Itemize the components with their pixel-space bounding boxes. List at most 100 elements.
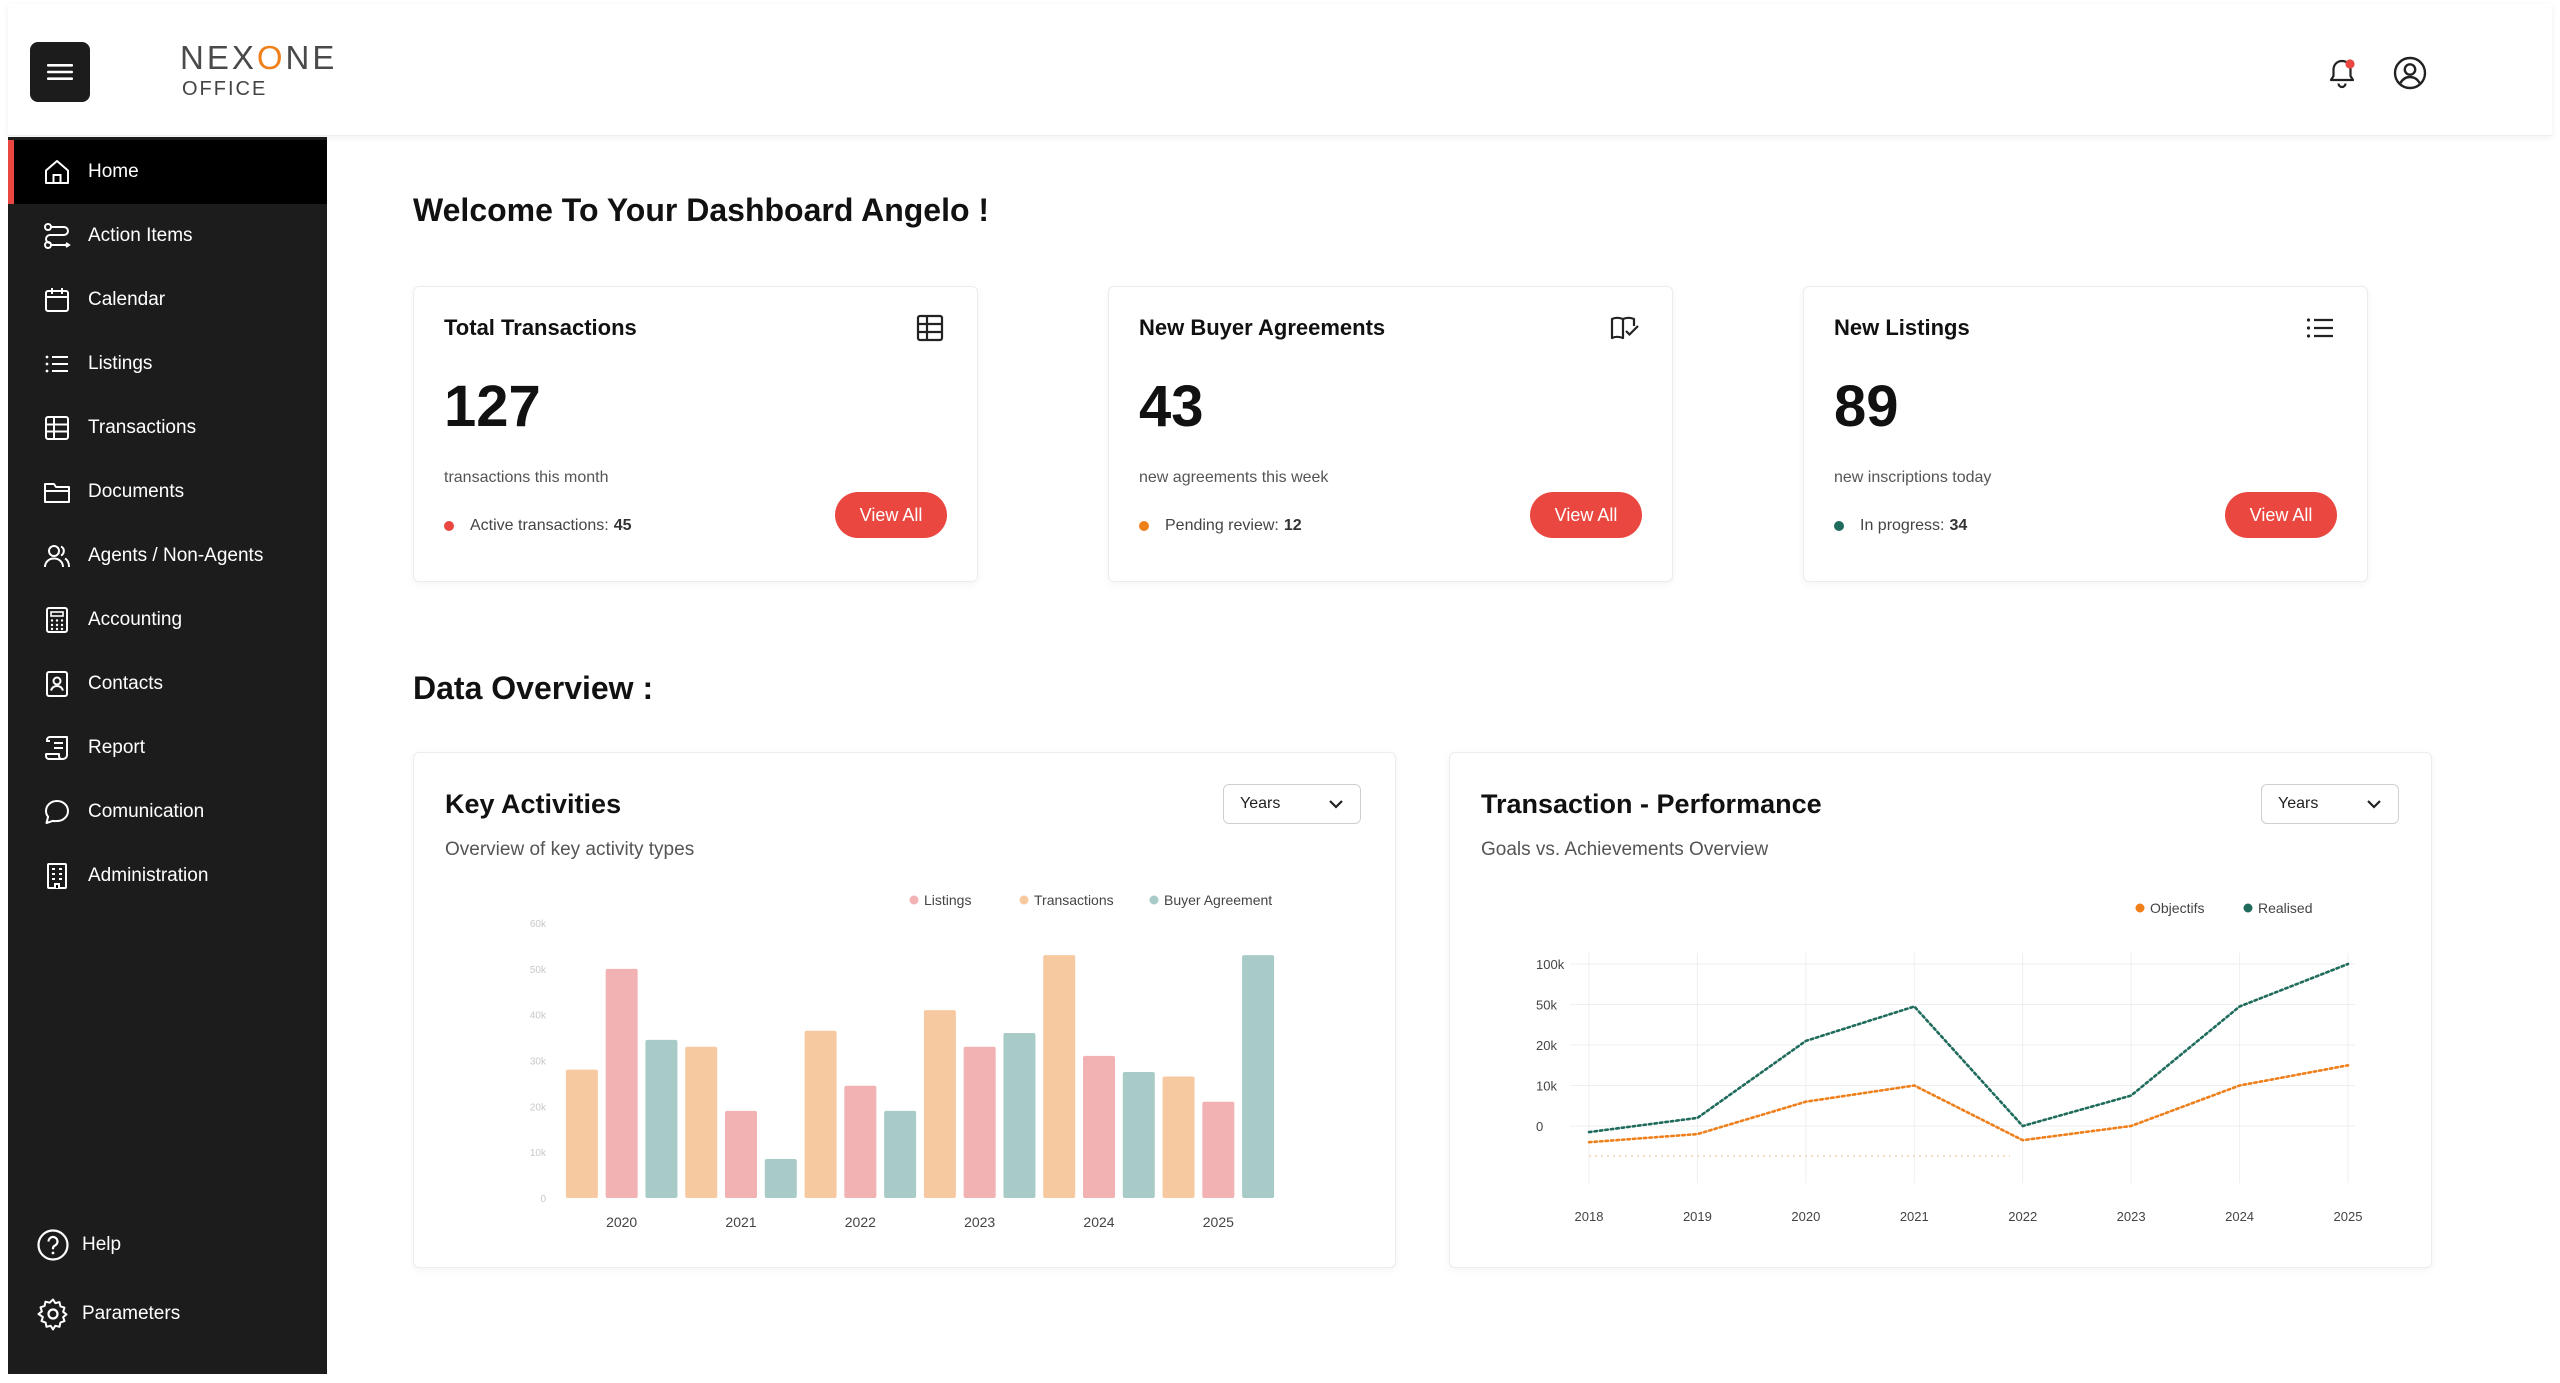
bar-transactions-2025: [1162, 1076, 1195, 1198]
view-all-agreements-button[interactable]: View All: [1530, 492, 1642, 538]
help-label: Help: [82, 1234, 122, 1255]
bar-buyer-agreement-2025: [1242, 955, 1275, 1198]
status-dot: [1834, 521, 1844, 531]
sidebar-item-label: Report: [88, 737, 146, 758]
view-all-transactions-button[interactable]: View All: [835, 492, 947, 538]
sidebar-item-report[interactable]: Report: [8, 716, 327, 780]
x-tick-label: 2025: [2334, 1209, 2363, 1224]
sidebar-item-comunication[interactable]: Comunication: [8, 780, 327, 844]
total-transactions-card: Total Transactions 127 transactions this…: [413, 286, 978, 582]
x-tick-label: 2020: [606, 1214, 637, 1230]
y-tick-label: 10k: [1536, 1079, 1557, 1094]
contact-card-icon: [46, 671, 68, 697]
x-tick-label: 2019: [1683, 1209, 1712, 1224]
sidebar-item-label: Calendar: [88, 289, 166, 310]
y-tick-label: 100k: [1536, 957, 1565, 972]
sidebar-item-home[interactable]: Home: [8, 140, 327, 204]
sidebar-item-label: Action Items: [88, 225, 193, 246]
folder-icon: [44, 483, 70, 503]
key-activities-chart: Listings Transactions Buyer Agreement 0 10k 2…: [530, 892, 1275, 1230]
sidebar-item-documents[interactable]: Documents: [8, 460, 327, 524]
transaction-performance-panel: Objectifs Realised 0 10k 20k 50k 100k 2018 2019 2…: [1449, 752, 2432, 1268]
bar-listings-2024: [1083, 1055, 1115, 1198]
sidebar-item-transactions[interactable]: Transactions: [8, 396, 327, 460]
x-tick-label: 2021: [1900, 1209, 1929, 1224]
legend-marker-realised: [2243, 903, 2253, 913]
user-account-icon[interactable]: [2392, 55, 2428, 91]
y-tick-label: 40k: [530, 1011, 547, 1022]
sidebar-item-label: Transactions: [88, 417, 197, 438]
sidebar-item-label: Listings: [88, 353, 153, 374]
legend-label: Buyer Agreement: [1164, 892, 1272, 908]
page-title: Welcome To Your Dashboard Angelo !: [413, 192, 990, 228]
sidebar-item-label: Home: [88, 161, 139, 182]
sidebar-item-agents[interactable]: Agents / Non-Agents: [8, 524, 327, 588]
card-title: New Buyer Agreements: [1139, 315, 1386, 340]
y-tick-label: 50k: [1536, 998, 1557, 1013]
table-icon: [45, 416, 69, 440]
x-tick-label: 2023: [964, 1214, 995, 1230]
sidebar-item-calendar[interactable]: Calendar: [8, 268, 327, 332]
sidebar-item-accounting[interactable]: Accounting: [8, 588, 327, 652]
help-link[interactable]: Help: [8, 1217, 327, 1273]
select-value: Years: [2278, 795, 2319, 812]
sidebar-item-listings[interactable]: Listings: [8, 332, 327, 396]
bar-buyer-agreement-2021: [764, 1159, 797, 1198]
panel-subtitle: Overview of key activity types: [445, 839, 695, 860]
panel-title: Key Activities: [445, 789, 622, 819]
book-check-icon: [1610, 316, 1639, 340]
bar-listings-2021: [725, 1110, 757, 1198]
workflow-icon: [44, 223, 71, 249]
chevron-down-icon: [1329, 800, 1343, 809]
bar-transactions-2020: [565, 1069, 598, 1198]
x-tick-label: 2018: [1575, 1209, 1604, 1224]
period-select[interactable]: Years: [1223, 784, 1361, 824]
sidebar-item-label: Accounting: [88, 609, 183, 630]
x-tick-label: 2023: [2117, 1209, 2146, 1224]
sidebar-item-label: Contacts: [88, 673, 163, 694]
card-value: 127: [444, 374, 541, 439]
calendar-icon: [45, 288, 69, 312]
bar-buyer-agreement-2023: [1003, 1033, 1036, 1198]
chat-icon: [45, 800, 69, 824]
x-tick-label: 2024: [1083, 1214, 1114, 1230]
bar-buyer-agreement-2022: [884, 1110, 917, 1198]
card-title: Total Transactions: [444, 315, 637, 340]
section-title: Data Overview :: [413, 670, 654, 706]
y-tick-label: 50k: [530, 965, 547, 976]
legend-marker-buyer-agreement: [1149, 895, 1159, 905]
legend-label: Objectifs: [2150, 900, 2204, 916]
x-tick-label: 2024: [2225, 1209, 2254, 1224]
sidebar-item-administration[interactable]: Administration: [8, 844, 327, 908]
gear-icon: [37, 1298, 68, 1331]
parameters-link[interactable]: Parameters: [8, 1286, 327, 1342]
sidebar-item-action-items[interactable]: Action Items: [8, 204, 327, 268]
x-tick-label: 2022: [2008, 1209, 2037, 1224]
parameters-label: Parameters: [82, 1303, 181, 1324]
building-icon: [47, 863, 67, 889]
new-buyer-agreements-card: New Buyer Agreements 43 new agreements t…: [1108, 286, 1673, 582]
brand-logo[interactable]: NEXONE OFFICE: [180, 39, 338, 101]
legend-label: Realised: [2258, 900, 2312, 916]
legend-label: Listings: [924, 892, 971, 908]
y-tick-label: 0: [1536, 1119, 1543, 1134]
chevron-down-icon: [2367, 800, 2381, 809]
y-tick-label: 30k: [530, 1057, 547, 1068]
menu-toggle-button[interactable]: [30, 42, 90, 102]
bar-listings-2020: [605, 968, 638, 1198]
legend-label: Transactions: [1034, 892, 1114, 908]
x-tick-label: 2022: [845, 1214, 876, 1230]
bar-listings-2023: [963, 1046, 996, 1198]
notification-bell-icon[interactable]: [2324, 55, 2360, 91]
period-select[interactable]: Years: [2261, 784, 2399, 824]
y-tick-label: 10k: [530, 1148, 547, 1159]
calculator-icon: [46, 607, 68, 633]
view-all-listings-button[interactable]: View All: [2225, 492, 2337, 538]
new-listings-card: New Listings 89 new inscriptions today I…: [1803, 286, 2368, 582]
status-dot: [444, 521, 454, 531]
help-icon: [37, 1229, 69, 1261]
sidebar-item-contacts[interactable]: Contacts: [8, 652, 327, 716]
brand-subtitle: OFFICE: [182, 78, 268, 100]
x-tick-label: 2020: [1791, 1209, 1820, 1224]
legend-marker-transactions: [1019, 895, 1029, 905]
